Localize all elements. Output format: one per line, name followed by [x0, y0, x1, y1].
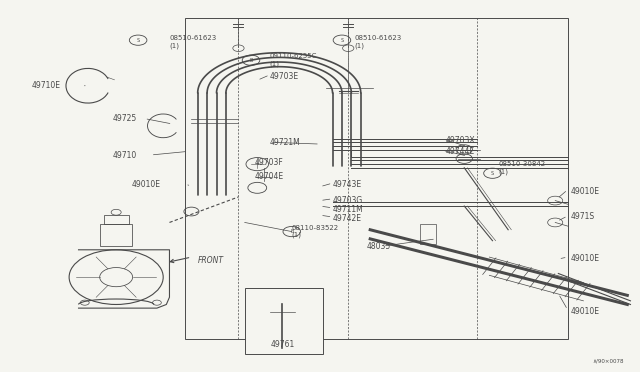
Text: 08110-83522
(1): 08110-83522 (1): [292, 225, 339, 238]
Bar: [244, 288, 323, 354]
Text: 49761: 49761: [270, 340, 294, 349]
Text: S: S: [136, 38, 140, 43]
Text: S: S: [340, 38, 344, 43]
Text: 49010E: 49010E: [132, 180, 161, 189]
Text: 49743E: 49743E: [333, 180, 362, 189]
Text: 49742E: 49742E: [333, 214, 362, 223]
Text: 49703X: 49703X: [445, 136, 475, 145]
Text: 49710E: 49710E: [31, 81, 61, 90]
Text: FRONT: FRONT: [198, 256, 224, 265]
Bar: [273, 295, 292, 304]
Text: 08510-61623
(1): 08510-61623 (1): [355, 35, 402, 49]
Text: B: B: [290, 229, 294, 234]
Text: 49010E: 49010E: [571, 187, 600, 196]
Text: 49704E: 49704E: [254, 172, 284, 182]
Text: B: B: [250, 58, 253, 63]
Bar: [104, 215, 129, 224]
Text: 49010E: 49010E: [571, 307, 600, 316]
Text: 08510-61623
(1): 08510-61623 (1): [170, 35, 217, 49]
Text: 49703F: 49703F: [254, 158, 283, 167]
Text: 49010E: 49010E: [571, 254, 600, 263]
Text: 49710: 49710: [113, 151, 137, 160]
Text: 09110-6255C
(1): 09110-6255C (1): [270, 54, 317, 67]
Text: 49744E: 49744E: [445, 147, 475, 156]
Bar: [420, 224, 436, 244]
Text: 49711M: 49711M: [333, 205, 364, 214]
Text: S: S: [491, 171, 494, 176]
Text: ∧/90×0078: ∧/90×0078: [593, 359, 624, 363]
Bar: [185, 18, 568, 339]
Text: 49725: 49725: [113, 114, 137, 123]
Text: 49703G: 49703G: [333, 196, 363, 205]
Bar: [100, 224, 132, 246]
Text: 08510-30842
(1): 08510-30842 (1): [499, 161, 546, 174]
Text: 49721M: 49721M: [270, 138, 301, 147]
Text: 48035: 48035: [367, 242, 391, 251]
Text: 49703E: 49703E: [270, 72, 299, 81]
Text: 4971S: 4971S: [571, 212, 595, 221]
